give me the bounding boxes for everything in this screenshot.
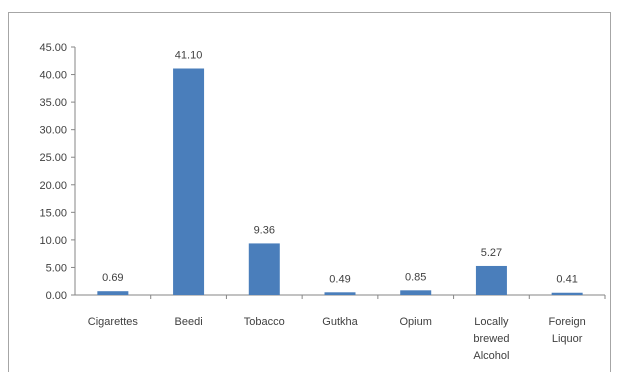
bar-value-label: 0.85 [405,271,426,283]
y-tick-label: 15.00 [39,207,67,219]
y-axis: 0.00 5.00 10.00 15.00 20.00 25.00 30.00 35.00 40… [39,42,76,302]
category-label: Beedi [175,316,203,328]
y-tick-label: 40.00 [39,70,67,82]
bar-value-label: 0.69 [102,272,123,284]
y-tick-label: 5.00 [46,262,67,274]
y-tick-label: 20.00 [39,180,67,192]
bar [400,290,432,295]
y-tick-label: 30.00 [39,125,67,137]
category-label: Tobacco [244,316,285,328]
category-label: Foreign Liquor [548,316,585,345]
bar [173,68,205,295]
bar-value-label: 0.41 [556,274,577,286]
y-tick-label: 10.00 [39,235,67,247]
x-axis [75,294,606,299]
category-label: Gutkha [322,316,358,328]
bar [475,265,507,295]
bar-value-label: 5.27 [481,247,502,259]
category-labels: Cigarettes Beedi Tobacco Gutkha Opium Locally… [88,316,586,362]
bar [248,243,280,295]
y-tick-label: 45.00 [39,42,67,54]
data-labels: 0.69 41.10 9.36 0.49 0.85 5.27 0.41 [102,49,578,285]
category-label: Cigarettes [88,316,139,328]
chart-frame [8,12,611,372]
y-tick-label: 35.00 [39,97,67,109]
bars [97,68,583,295]
category-label: Locally brewed Alcohol [473,316,509,362]
bar-value-label: 41.10 [175,49,203,61]
y-tick-label: 0.00 [46,290,67,302]
bar [97,291,129,295]
y-tick-label: 25.00 [39,152,67,164]
bar-value-label: 9.36 [254,224,275,236]
bar [551,292,583,295]
category-label: Opium [400,316,432,328]
bar-value-label: 0.49 [329,273,350,285]
bar [324,292,356,295]
